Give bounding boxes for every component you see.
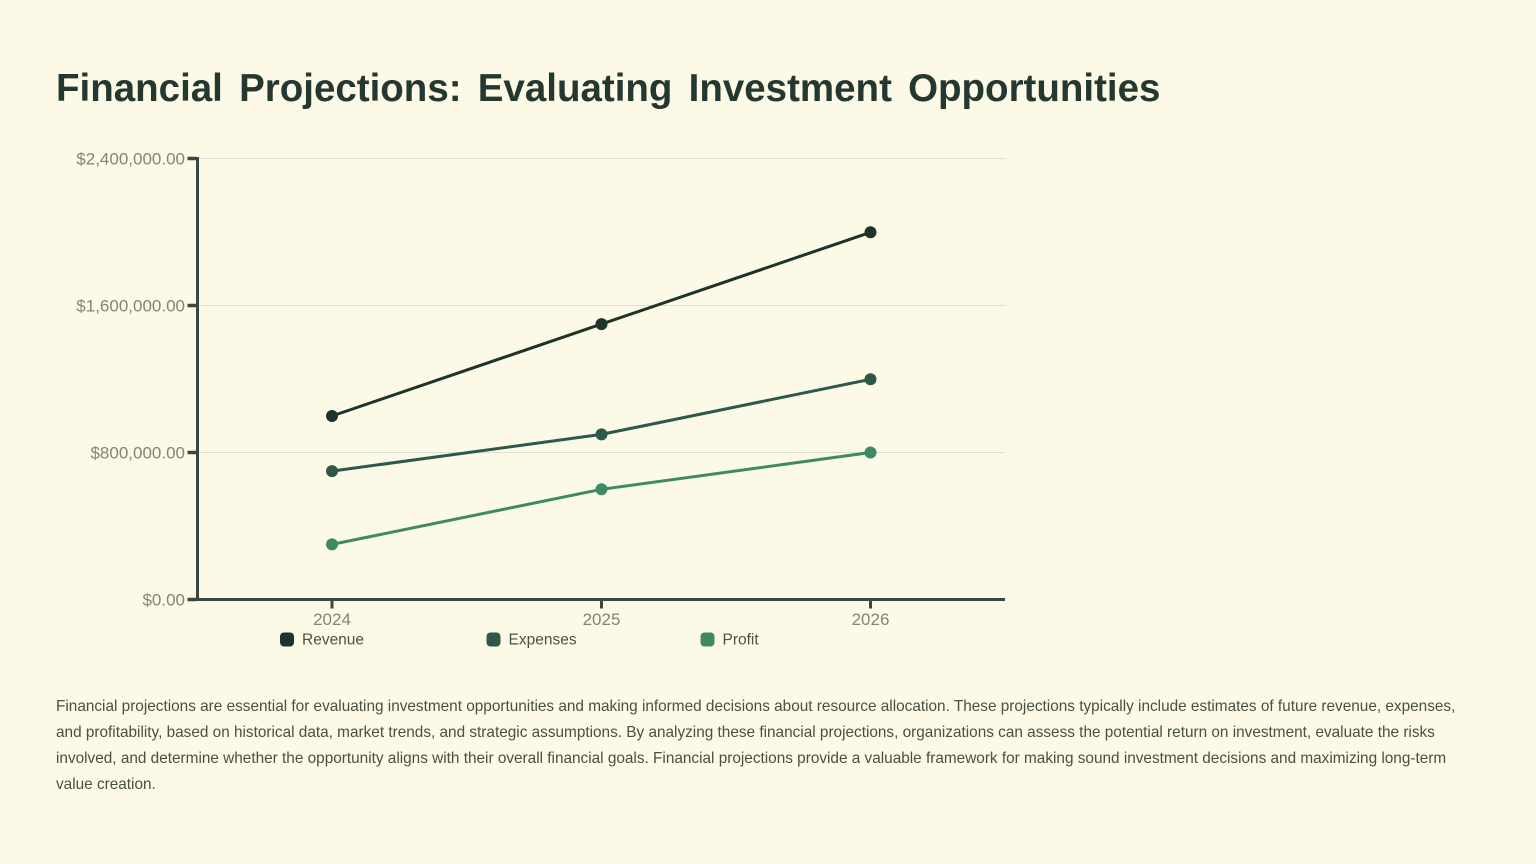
svg-text:Expenses: Expenses — [509, 632, 577, 649]
svg-text:2025: 2025 — [583, 610, 621, 629]
svg-text:$1,600,000.00: $1,600,000.00 — [76, 297, 185, 316]
svg-text:Revenue: Revenue — [302, 632, 364, 649]
svg-text:2026: 2026 — [852, 610, 890, 629]
svg-text:2024: 2024 — [313, 610, 351, 629]
svg-text:Profit: Profit — [723, 632, 760, 649]
svg-text:$800,000.00: $800,000.00 — [90, 444, 185, 463]
svg-text:$2,400,000.00: $2,400,000.00 — [76, 150, 185, 169]
svg-text:$0.00: $0.00 — [142, 591, 185, 610]
